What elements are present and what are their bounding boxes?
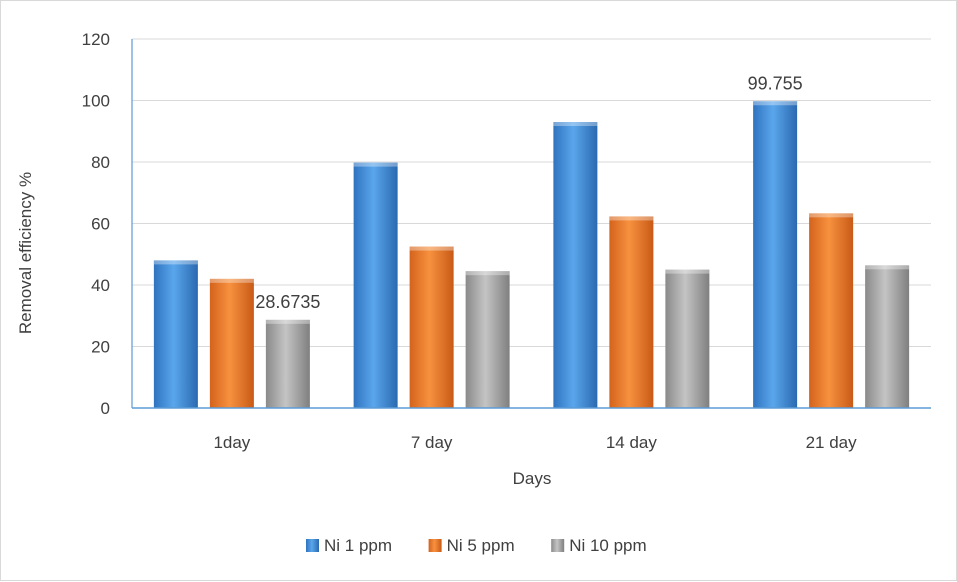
bar: [865, 265, 910, 408]
bar: [209, 278, 254, 408]
bar: [809, 213, 854, 408]
y-tick-label: 80: [91, 153, 110, 172]
bars: [153, 101, 910, 409]
bar: [265, 319, 310, 408]
y-tick-label: 100: [82, 92, 110, 111]
y-tick-label: 40: [91, 276, 110, 295]
x-tick-label: 21 day: [806, 433, 858, 452]
legend-swatch: [551, 539, 565, 552]
x-tick-label: 1day: [213, 433, 250, 452]
legend-label: Ni 5 ppm: [447, 536, 515, 555]
legend-label: Ni 1 ppm: [324, 536, 392, 555]
bar: [753, 101, 798, 409]
legend: Ni 1 ppm Ni 5 ppm Ni 10 ppm: [306, 536, 647, 555]
legend-item: Ni 5 ppm: [428, 536, 515, 555]
bar: [153, 260, 198, 408]
y-tick-label: 20: [91, 338, 110, 357]
y-tick-label: 0: [101, 399, 110, 418]
x-tick-label: 7 day: [411, 433, 453, 452]
axes: 0 20 40 60 80 100 120 1day 7 day 14 day 21 day: [82, 30, 931, 452]
bar: [609, 216, 654, 408]
legend-swatch: [428, 539, 442, 552]
data-label: 99.755: [748, 73, 803, 93]
x-tick-label: 14 day: [606, 433, 658, 452]
bar: [465, 271, 510, 408]
data-label: 28.6735: [255, 292, 320, 312]
y-axis-title: Removal efficiency %: [16, 172, 35, 334]
legend-swatch: [306, 539, 319, 552]
bar: [353, 162, 398, 408]
data-labels: 28.6735 99.755: [255, 73, 802, 312]
legend-label: Ni 10 ppm: [569, 536, 646, 555]
gridlines: [132, 38, 931, 347]
legend-item: Ni 10 ppm: [551, 536, 647, 555]
x-axis-title: Days: [513, 469, 552, 488]
bar: [553, 122, 598, 409]
y-tick-label: 120: [82, 30, 110, 49]
y-tick-label: 60: [91, 215, 110, 234]
bar: [409, 246, 454, 408]
bar: [665, 269, 710, 408]
legend-item: Ni 1 ppm: [306, 536, 392, 555]
